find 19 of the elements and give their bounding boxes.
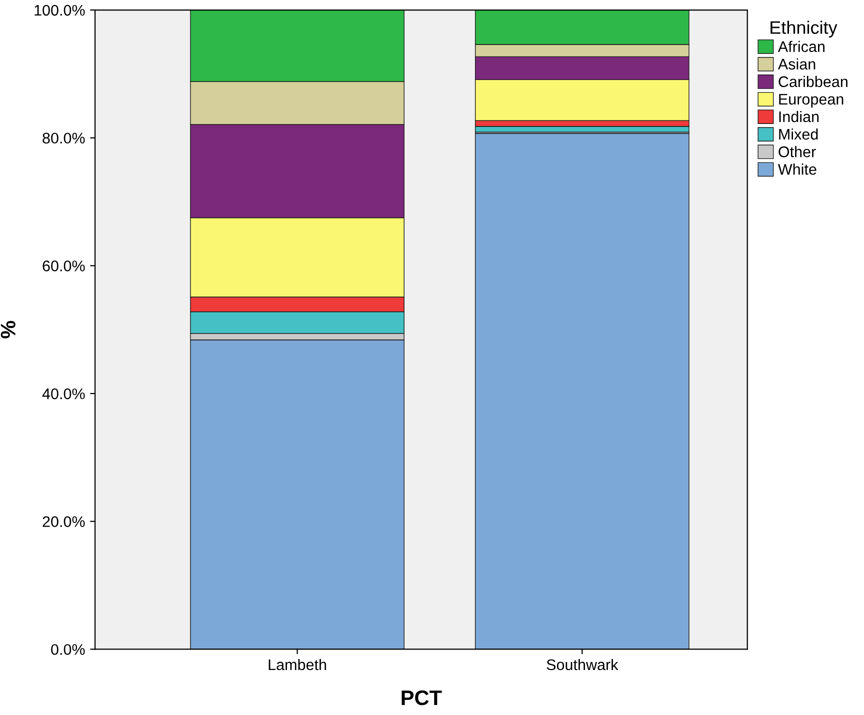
y-tick-label: 60.0% xyxy=(42,260,85,272)
legend-label: Mixed xyxy=(779,128,818,140)
legend-label: Indian xyxy=(779,110,819,122)
y-tick-label: 100.0% xyxy=(34,4,85,16)
y-axis-title: % xyxy=(0,320,16,338)
legend-label: Caribbean xyxy=(778,76,848,88)
y-tick-label: 20.0% xyxy=(42,516,85,528)
legend-label: Asian xyxy=(778,58,816,70)
y-tick-label: 0.0% xyxy=(51,644,85,655)
legend-label: Other xyxy=(778,146,816,158)
legend-label: African xyxy=(778,40,824,52)
legend-label: European xyxy=(779,94,844,108)
legend-title: Ethnicity xyxy=(770,20,838,38)
x-axis-title: PCT xyxy=(402,690,442,706)
x-tick-label: Southwark xyxy=(546,658,618,670)
y-tick-label: 40.0% xyxy=(42,388,85,400)
x-tick-label: Lambeth xyxy=(268,658,326,670)
y-tick-label: 80.0% xyxy=(42,132,85,144)
legend-label: White xyxy=(778,164,816,175)
